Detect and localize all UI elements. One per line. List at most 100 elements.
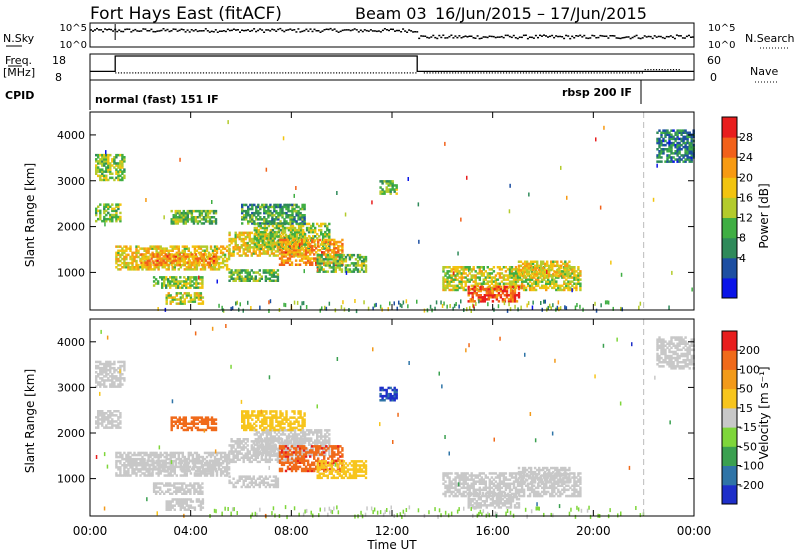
nave-sample [554,72,556,74]
scatter-cell [109,385,112,388]
scatter-cell [251,218,254,221]
scatter-cell [307,235,311,238]
scatter-cell [146,459,149,462]
scatter-cell [510,268,514,271]
scatter-cell [123,368,126,372]
noise-sample [283,30,286,33]
scatter-cell [212,461,216,464]
nave-sample [171,72,173,74]
scatter-cell [514,272,518,275]
scatter-cell [117,263,120,267]
noise-sample [96,27,98,30]
noise-sample [688,34,690,37]
scatter-cell [146,469,149,473]
scatter-cell [448,288,451,292]
scatter-cell [506,274,510,277]
scatter-cell [198,211,202,215]
scatter-cell [115,266,118,269]
scatter-cell [196,222,200,225]
scatter-cell [495,294,499,297]
scatter-cell [133,470,136,473]
ground-scatter-cell [606,300,608,305]
scatter-cell [686,158,689,161]
ground-scatter-cell [443,301,445,306]
scatter-cell [227,472,231,475]
scatter-cell [474,278,477,281]
speckle-cell [198,275,200,280]
scatter-cell [575,274,578,277]
scatter-cell [274,279,278,282]
scatter-cell [513,296,517,299]
scatter-cell [269,247,273,250]
scatter-cell [188,253,192,256]
scatter-cell [564,268,567,272]
scatter-cell [467,289,470,293]
noise-sample [347,29,350,31]
scatter-cell [291,241,295,244]
noise-sample [470,35,473,37]
scatter-cell [527,266,531,270]
noise-sample [649,35,652,38]
scatter-cell [232,273,235,276]
scatter-cell [175,294,178,297]
scatter-cell [174,463,177,467]
scatter-cell [123,261,126,265]
scatter-cell [317,263,320,266]
noise-sample [289,28,292,30]
scatter-cell [178,253,181,256]
scatter-cell [203,472,207,475]
scatter-cell [143,453,146,457]
scatter-cell [282,251,286,254]
scatter-cell [217,468,221,471]
scatter-cell [107,416,110,419]
speckle-cell [599,205,602,210]
scatter-cell [251,220,254,223]
scatter-cell [575,282,578,285]
scatter-cell [162,459,165,462]
scatter-cell [161,453,164,457]
scatter-cell [198,220,202,223]
ground-scatter-cell [301,301,303,306]
scatter-cell [200,465,204,469]
scatter-cell [146,461,149,464]
scatter-cell [251,207,254,211]
scatter-cell [217,464,221,467]
scatter-cell [193,294,197,297]
scatter-cell [530,270,534,273]
scatter-cell [303,207,306,211]
scatter-cell [111,164,114,167]
scatter-cell [348,258,352,261]
scatter-cell [472,276,475,279]
noise-sample [645,36,648,38]
nave-sample [336,72,338,74]
scatter-cell [288,249,292,252]
scatter-cell [267,222,270,225]
scatter-cell [193,282,196,285]
scatter-cell [167,284,170,287]
scatter-cell [140,467,143,471]
scatter-cell [225,263,229,267]
scatter-cell [113,371,116,374]
scatter-cell [668,133,671,136]
scatter-cell [395,184,398,187]
scatter-cell [99,368,102,372]
scatter-cell [573,272,576,275]
scatter-cell [207,451,211,455]
scatter-cell [676,129,679,132]
scatter-cell [195,266,199,269]
scatter-cell [194,461,198,464]
scatter-cell [169,294,172,297]
ground-scatter-cell [402,300,405,305]
scatter-cell [524,286,528,290]
scatter-cell [571,270,574,273]
scatter-cell [135,255,138,259]
scatter-cell [315,263,318,266]
scatter-cell [280,255,284,258]
scatter-cell [680,148,683,151]
scatter-cell [221,451,225,455]
scatter-cell [129,257,132,261]
scatter-cell [101,168,104,171]
scatter-cell [127,451,130,455]
scatter-cell [257,247,260,250]
scatter-cell [275,241,279,244]
